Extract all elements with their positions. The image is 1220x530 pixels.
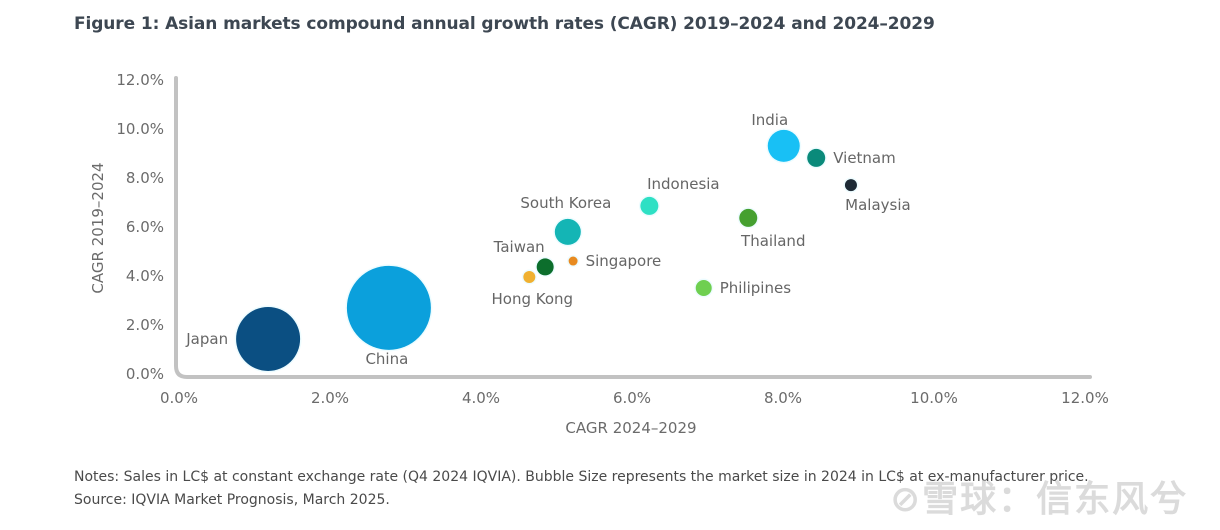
bubble-label-vietnam: Vietnam: [833, 149, 896, 167]
axes: [174, 76, 1092, 379]
x-tick-label: 10.0%: [910, 389, 958, 407]
bubble-label-thailand: Thailand: [740, 232, 805, 250]
y-tick-label: 8.0%: [126, 169, 164, 187]
bubble-label-philipines: Philipines: [720, 279, 791, 297]
y-tick-label: 0.0%: [126, 365, 164, 383]
bubble-south-korea: [554, 218, 581, 245]
bubble-label-malaysia: Malaysia: [845, 196, 911, 214]
bubble-label-china: China: [365, 350, 408, 368]
bubble-label-india: India: [751, 111, 788, 129]
axis-line: [174, 76, 1092, 379]
bubble-malaysia: [844, 179, 857, 192]
bubble-vietnam: [807, 148, 826, 167]
notes-line: Notes: Sales in LC$ at constant exchange…: [74, 469, 1089, 485]
bubble-singapore: [568, 256, 578, 266]
bubble-labels: Japan China Hong Kong Taiwan Singapore South …: [185, 111, 910, 368]
y-tick-label: 4.0%: [126, 267, 164, 285]
x-tick-label: 6.0%: [613, 389, 651, 407]
bubble-china: [346, 265, 431, 350]
bubbles: [234, 128, 859, 373]
bubble-japan: [236, 306, 301, 371]
y-tick-label: 10.0%: [116, 120, 164, 138]
y-tick-labels: 0.0% 2.0% 4.0% 6.0% 8.0% 10.0% 12.0%: [116, 71, 164, 383]
bubble-thailand: [739, 208, 758, 227]
watermark: ⊘雪球：信东风兮: [890, 479, 1189, 520]
bubble-hong-kong: [523, 270, 536, 283]
x-tick-label: 12.0%: [1061, 389, 1109, 407]
bubble-india: [767, 129, 800, 162]
bubble-label-indonesia: Indonesia: [647, 175, 720, 193]
x-tick-label: 0.0%: [160, 389, 198, 407]
bubble-label-south-korea: South Korea: [520, 194, 611, 212]
bubble-taiwan: [536, 258, 554, 276]
x-tick-labels: 0.0% 2.0% 4.0% 6.0% 8.0% 10.0% 12.0%: [160, 389, 1109, 407]
bubble-indonesia: [640, 196, 659, 215]
chart-title: Figure 1: Asian markets compound annual …: [74, 14, 935, 34]
x-tick-label: 4.0%: [462, 389, 500, 407]
bubble-philipines: [695, 280, 712, 297]
bubble-label-singapore: Singapore: [586, 252, 662, 270]
source-line: Source: IQVIA Market Prognosis, March 20…: [74, 492, 390, 508]
bubble-label-taiwan: Taiwan: [493, 238, 545, 256]
bubble-label-hong-kong: Hong Kong: [492, 290, 574, 308]
notes: Notes: Sales in LC$ at constant exchange…: [74, 466, 1089, 512]
bubble-chart: 0.0% 2.0% 4.0% 6.0% 8.0% 10.0% 12.0% 0.0% 2.0% 4…: [89, 71, 1109, 437]
y-tick-label: 12.0%: [116, 71, 164, 89]
x-tick-label: 2.0%: [311, 389, 349, 407]
bubble-label-japan: Japan: [185, 330, 228, 348]
y-tick-label: 6.0%: [126, 218, 164, 236]
x-tick-label: 8.0%: [764, 389, 802, 407]
x-axis-title: CAGR 2024–2029: [565, 419, 696, 437]
y-tick-label: 2.0%: [126, 316, 164, 334]
y-axis-title: CAGR 2019–2024: [89, 162, 107, 293]
